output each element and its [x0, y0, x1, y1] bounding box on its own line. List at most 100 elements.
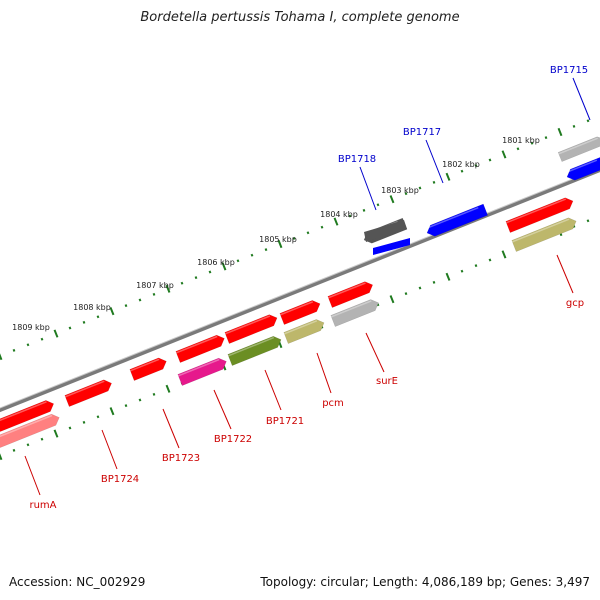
lower-scale-tick — [501, 250, 507, 259]
upper-scale-tick — [165, 284, 171, 293]
lower-scale-tick — [40, 437, 44, 441]
upper-scale-tick — [333, 217, 339, 226]
gene-blue — [566, 157, 600, 181]
kbp-label: 1809 kbp — [12, 323, 50, 332]
genome-backbone — [0, 167, 600, 413]
upper-scale-tick — [180, 281, 184, 285]
gene-red-shine — [328, 282, 366, 299]
upper-scale-tick — [362, 208, 366, 212]
upper-scale-tick — [221, 262, 227, 271]
lower-scale-tick — [68, 426, 72, 430]
upper-scale-tick — [376, 203, 380, 207]
gene-blue-shine — [425, 207, 479, 230]
bottom-label-line — [24, 455, 41, 496]
gene-khaki-shine — [512, 218, 570, 243]
gene-features — [0, 136, 600, 448]
bottom-label-line — [213, 389, 232, 430]
upper-scale-tick — [474, 164, 478, 168]
bottom-gene-label: gcp — [566, 298, 584, 309]
lower-scale-tick — [0, 453, 3, 461]
gene-magenta — [177, 357, 227, 386]
upper-scale-tick — [432, 180, 436, 184]
upper-scale-tick — [277, 239, 283, 249]
gene-red-shine — [280, 301, 314, 316]
upper-scale-tick — [96, 315, 100, 319]
gene-olive — [227, 335, 282, 366]
bottom-gene-label: surE — [376, 376, 398, 387]
gene-pink-shine — [0, 414, 53, 438]
upper-scale-tick — [109, 307, 115, 316]
gene-red — [129, 357, 167, 381]
gene-red — [327, 281, 374, 308]
upper-scale-tick — [320, 225, 324, 229]
upper-scale-tick — [557, 127, 563, 137]
top-label-line — [572, 77, 591, 121]
map-title: Bordetella pertussis Tohama I, complete … — [140, 10, 460, 25]
gene-red — [279, 300, 321, 325]
lower-scale-tick — [460, 269, 464, 273]
lower-scale-tick — [488, 258, 492, 262]
gene-khaki — [283, 319, 325, 344]
upper-scale-tick — [572, 124, 576, 128]
lower-scale-tick — [474, 264, 478, 268]
kbp-label: 1807 kbp — [136, 281, 174, 290]
backbone-highlight — [0, 167, 600, 409]
upper-scale-tick — [68, 326, 72, 330]
gene-labels: BP1715 BP1717 BP1718 gcp surE pcm BP1721 BP1722… — [24, 65, 591, 511]
lower-scale-tick — [96, 415, 100, 419]
gene-blue-bp1718 — [373, 238, 410, 255]
gene-blue-shine — [565, 159, 598, 174]
upper-scale-tick — [445, 172, 451, 181]
upper-scale-tick — [418, 186, 422, 190]
upper-scale-tick — [544, 136, 548, 140]
gene-gray_light-shine — [331, 300, 372, 318]
lower-scale-tick — [53, 429, 59, 438]
upper-scale-tick — [53, 329, 59, 338]
bottom-label-line — [556, 254, 574, 294]
backbone-line — [0, 167, 600, 413]
lower-scale-tick — [389, 295, 395, 304]
top-label-line — [425, 139, 444, 184]
upper-scale-tick — [306, 231, 310, 235]
gene-pink — [0, 413, 60, 448]
upper-scale-tick — [40, 337, 44, 341]
gene-red — [505, 197, 574, 233]
lower-scale-tick — [418, 286, 422, 290]
gene-khaki — [511, 217, 577, 252]
bottom-gene-label: BP1724 — [101, 474, 139, 485]
kbp-label: 1808 kbp — [73, 303, 111, 312]
gene-red — [224, 314, 278, 344]
upper-scale-tick — [516, 147, 520, 151]
top-gene-label: BP1718 — [338, 154, 376, 165]
lower-scale-tick — [109, 407, 115, 416]
upper-scale-tick — [530, 141, 534, 145]
gene-blue — [426, 203, 489, 237]
gene-red-shine — [0, 401, 47, 422]
lower-scale-tick — [26, 443, 30, 447]
lower-scale-tick — [82, 420, 86, 424]
upper-scale-tick — [501, 150, 507, 159]
gene-dark-gray-bp1718 — [364, 220, 407, 242]
gene-red — [0, 400, 55, 432]
lower-scale-tick — [12, 448, 16, 452]
gene-gray_light — [330, 299, 379, 327]
upper-scale-tick — [264, 248, 268, 252]
upper-scale-tick — [0, 353, 3, 361]
lower-scale-tick — [165, 384, 171, 393]
gene-magenta-shine — [178, 358, 220, 377]
bottom-gene-label: BP1722 — [214, 434, 252, 445]
lower-scale-tick — [432, 280, 436, 284]
gene-red — [64, 379, 112, 407]
upper-scale-tick — [488, 158, 492, 162]
accession-label: Accession: NC_002929 — [9, 575, 146, 589]
bottom-label-line — [162, 408, 180, 449]
top-label-line — [359, 166, 377, 211]
gene-gray_light — [557, 136, 600, 162]
upper-scale-tick — [586, 119, 590, 123]
upper-scale-tick — [236, 259, 240, 263]
gene-gray_light-shine — [558, 137, 598, 155]
kbp-label: 1803 kbp — [381, 186, 419, 195]
kbp-label: 1804 kbp — [320, 210, 358, 219]
